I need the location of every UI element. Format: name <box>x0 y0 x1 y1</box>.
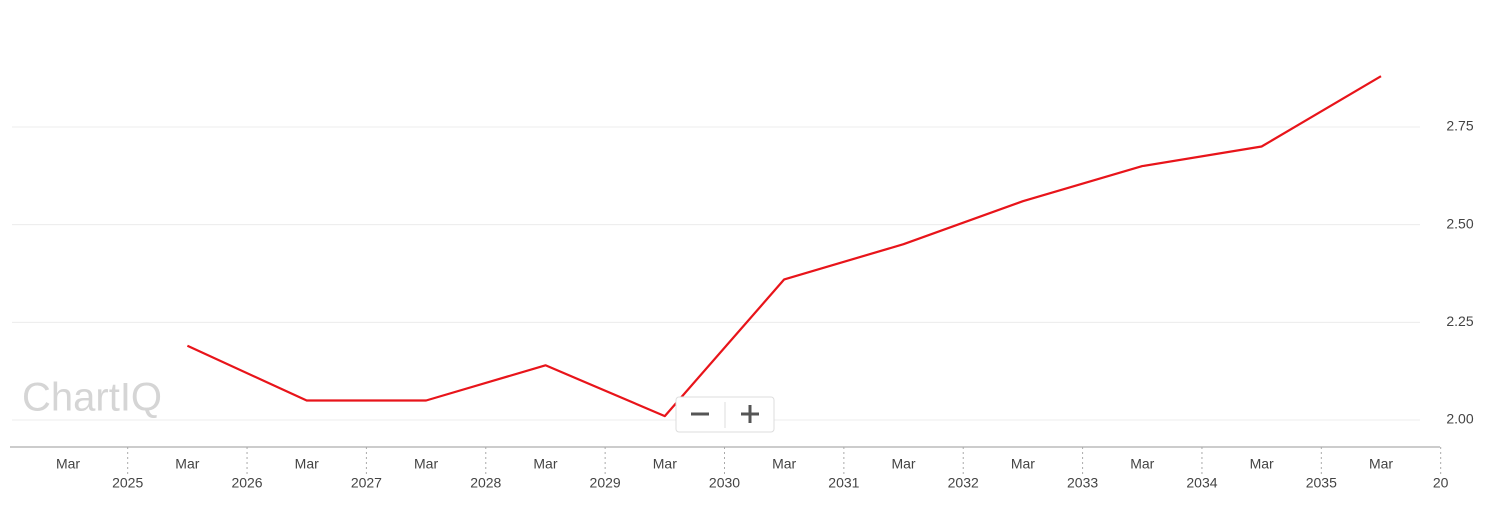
y-tick-label: 2.75 <box>1446 118 1473 134</box>
year-label: 2032 <box>948 475 979 491</box>
year-label: 2033 <box>1067 475 1098 491</box>
y-tick-label: 2.50 <box>1446 215 1473 231</box>
year-label: 2026 <box>231 475 262 491</box>
x-tick-label: Mar <box>295 456 319 472</box>
y-tick-label: 2.00 <box>1446 411 1473 427</box>
year-label: 2034 <box>1186 475 1217 491</box>
x-tick-label: Mar <box>1369 456 1393 472</box>
year-label: 2030 <box>709 475 740 491</box>
watermark: ChartIQ <box>22 376 162 420</box>
year-label: 2035 <box>1306 475 1337 491</box>
x-tick-label: Mar <box>653 456 677 472</box>
x-tick-label: Mar <box>1011 456 1035 472</box>
x-tick-label: Mar <box>772 456 796 472</box>
year-label: 2031 <box>828 475 859 491</box>
year-label: 2028 <box>470 475 501 491</box>
year-label: 2027 <box>351 475 382 491</box>
year-label: 2025 <box>112 475 143 491</box>
x-tick-label: Mar <box>533 456 557 472</box>
data-line <box>186 75 1382 418</box>
x-tick-label: Mar <box>414 456 438 472</box>
x-tick-label: Mar <box>891 456 915 472</box>
year-label: 2029 <box>590 475 621 491</box>
x-tick-label: Mar <box>56 456 80 472</box>
zoom-controls[interactable] <box>675 396 775 433</box>
x-tick-label: Mar <box>1250 456 1274 472</box>
x-tick-label: Mar <box>1130 456 1154 472</box>
year-label: 20 <box>1433 475 1449 491</box>
x-tick-label: Mar <box>175 456 199 472</box>
y-tick-label: 2.25 <box>1446 313 1473 329</box>
